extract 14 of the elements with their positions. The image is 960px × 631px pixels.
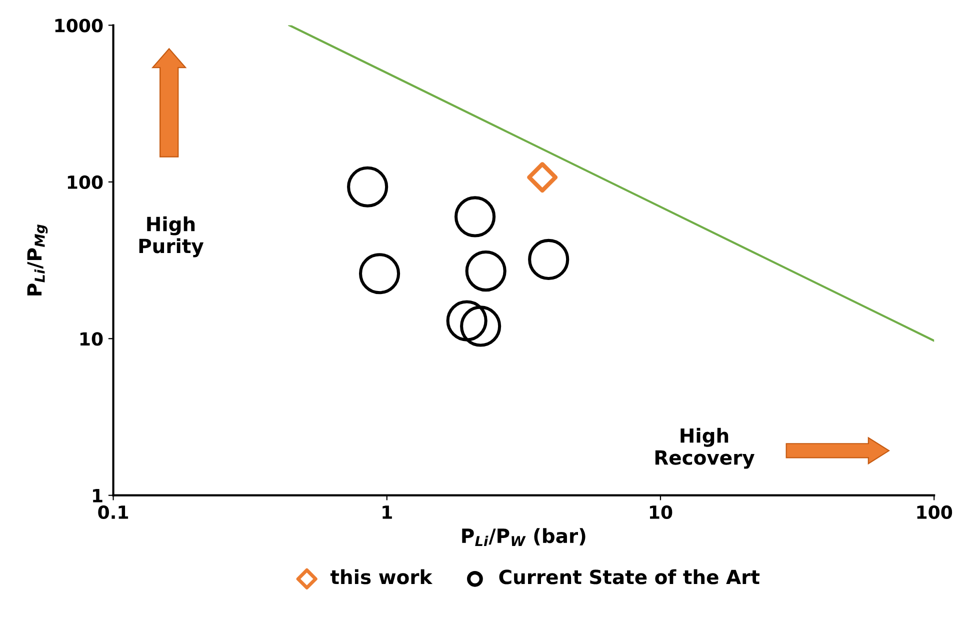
x-tick-label: 0.1 xyxy=(98,505,128,520)
x-tick-label: 1 xyxy=(382,506,392,519)
x-tick-label: 10 xyxy=(650,505,672,520)
y-tick-label: 1 xyxy=(93,489,102,502)
legend-label: Current State of the Art xyxy=(499,569,760,584)
y-tick-label: 1000 xyxy=(55,18,103,32)
legend-label: this work xyxy=(330,569,433,584)
x-tick-label: 100 xyxy=(917,505,952,520)
x-axis-title: P$_{Li}$/P$_{W}$ (bar) xyxy=(462,528,586,546)
annotation: High Recovery xyxy=(655,428,754,469)
annotation: High Purity xyxy=(139,216,204,258)
y-tick-label: 100 xyxy=(68,175,103,190)
y-axis-title: P$_{Li}$/P$_{Mg}$ xyxy=(27,224,48,296)
y-tick-label: 10 xyxy=(80,332,103,346)
